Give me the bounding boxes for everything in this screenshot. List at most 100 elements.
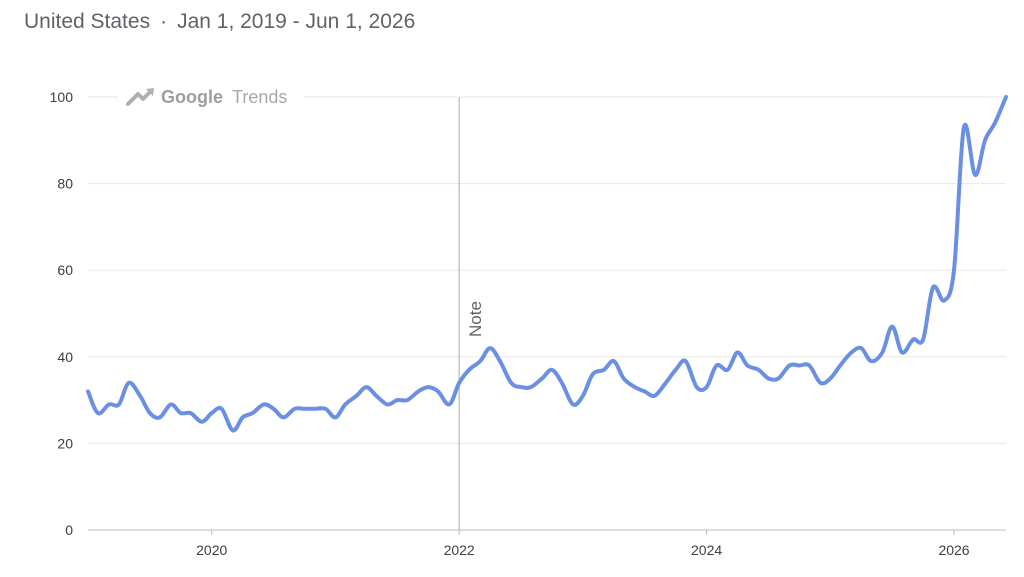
data-point-59 [695, 385, 699, 389]
data-point-32 [416, 389, 420, 393]
data-point-72 [828, 377, 832, 381]
data-point-13 [220, 407, 224, 411]
data-point-1 [96, 411, 100, 415]
x-tick-label-2022: 2022 [444, 542, 475, 558]
google-trends-watermark: Google Trends [118, 84, 304, 110]
data-point-20 [293, 407, 297, 411]
note-label: Note [466, 301, 485, 337]
data-point-80 [911, 338, 915, 342]
watermark-google: Google [161, 87, 223, 107]
data-point-9 [179, 411, 183, 415]
data-point-46 [560, 381, 564, 385]
data-point-69 [797, 364, 801, 368]
watermark-background [118, 84, 304, 110]
x-tick-label-2024: 2024 [691, 542, 722, 558]
data-point-6 [148, 411, 152, 415]
data-point-15 [241, 415, 245, 419]
data-point-81 [921, 338, 925, 342]
data-point-51 [612, 359, 616, 363]
data-point-70 [807, 364, 811, 368]
data-point-49 [591, 372, 595, 376]
series-line-0 [86, 95, 1008, 433]
data-point-34 [436, 389, 440, 393]
data-point-28 [374, 394, 378, 398]
data-point-50 [602, 368, 606, 372]
data-point-68 [788, 364, 792, 368]
data-point-45 [550, 368, 554, 372]
data-point-44 [540, 377, 544, 381]
y-tick-label-40: 40 [57, 349, 73, 365]
data-point-47 [571, 402, 575, 406]
data-point-0 [86, 389, 90, 393]
data-point-75 [859, 346, 863, 350]
data-point-43 [529, 385, 533, 389]
data-point-3 [117, 402, 121, 406]
region-label: United States [24, 10, 151, 33]
y-axis-ticks: 0 20 40 60 80 100 [50, 89, 74, 538]
data-point-38 [478, 359, 482, 363]
data-point-54 [643, 389, 647, 393]
data-point-83 [942, 299, 946, 303]
data-point-89 [1004, 95, 1008, 99]
data-point-11 [200, 420, 204, 424]
x-axis: 2020 2022 2024 2026 [88, 529, 1006, 558]
data-point-84 [952, 268, 956, 272]
data-point-31 [405, 398, 409, 402]
data-point-73 [838, 364, 842, 368]
data-point-74 [849, 351, 853, 355]
data-point-37 [467, 368, 471, 372]
data-point-86 [973, 173, 977, 177]
data-point-33 [426, 385, 430, 389]
data-point-52 [622, 377, 626, 381]
x-tick-label-2026: 2026 [938, 542, 969, 558]
trend-arrow-icon [126, 89, 153, 106]
data-point-29 [385, 402, 389, 406]
date-range-label: Jan 1, 2019 - Jun 1, 2026 [177, 10, 416, 33]
data-point-35 [447, 402, 451, 406]
data-point-16 [251, 411, 255, 415]
data-point-62 [726, 368, 730, 372]
data-point-57 [674, 368, 678, 372]
data-point-39 [488, 346, 492, 350]
data-point-22 [312, 407, 316, 411]
data-point-48 [581, 394, 585, 398]
trend-arrow-head-icon [146, 88, 154, 96]
y-tick-label-0: 0 [65, 522, 73, 538]
data-point-55 [653, 394, 657, 398]
data-point-63 [736, 351, 740, 355]
data-point-82 [931, 286, 935, 290]
y-tick-label-60: 60 [57, 262, 73, 278]
data-point-10 [189, 411, 193, 415]
data-point-5 [138, 394, 142, 398]
data-point-61 [715, 364, 719, 368]
y-tick-label-80: 80 [57, 176, 73, 192]
series-group [86, 95, 1008, 433]
data-point-41 [509, 381, 513, 385]
data-point-27 [364, 385, 368, 389]
note-annotation: Note [458, 97, 485, 530]
data-point-25 [343, 402, 347, 406]
data-point-85 [962, 125, 966, 129]
data-point-8 [169, 402, 173, 406]
data-point-79 [900, 351, 904, 355]
chart-header: United States · Jan 1, 2019 - Jun 1, 2026 [24, 10, 415, 34]
x-tick-label-2020: 2020 [196, 542, 227, 558]
data-point-71 [818, 381, 822, 385]
data-point-56 [664, 381, 668, 385]
data-point-14 [231, 428, 235, 432]
data-point-40 [498, 359, 502, 363]
data-point-88 [993, 121, 997, 125]
data-point-19 [282, 415, 286, 419]
data-point-67 [776, 377, 780, 381]
data-point-65 [757, 368, 761, 372]
data-point-4 [127, 381, 131, 385]
data-point-26 [355, 394, 359, 398]
data-point-87 [983, 138, 987, 142]
data-point-17 [262, 402, 266, 406]
data-point-77 [880, 351, 884, 355]
data-point-12 [210, 411, 214, 415]
data-point-7 [158, 415, 162, 419]
header-separator: · [160, 10, 168, 33]
data-point-58 [684, 359, 688, 363]
